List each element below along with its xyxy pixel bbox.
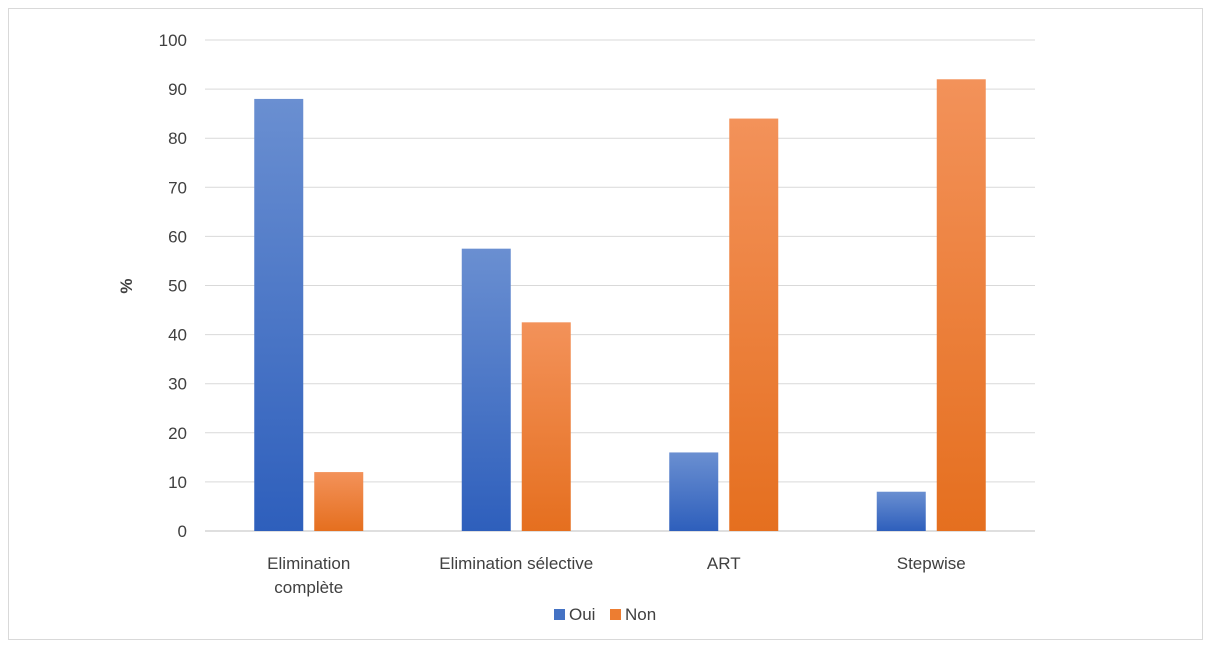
y-tick-label: 40 [168,326,187,345]
x-tick-label: ART [707,554,741,573]
legend-swatch-oui [554,609,565,620]
y-tick-label: 70 [168,178,187,197]
y-tick-label: 80 [168,129,187,148]
bar-non-1 [521,322,571,531]
gridlines [205,39,1035,532]
y-tick-label: 60 [168,227,187,246]
bar-non-2 [729,118,779,531]
x-axis-ticks: Elimination complète Elimination sélective… [267,554,966,597]
bar-non-3 [936,79,986,531]
y-tick-label: 90 [168,80,187,99]
x-tick-label: Elimination sélective [439,554,593,573]
legend-label-non: Non [625,605,656,624]
legend-swatch-non [610,609,621,620]
y-axis-ticks: 0 10 20 30 40 50 60 70 80 90 100 [159,31,187,541]
bar-oui-2 [669,452,719,531]
chart-frame [8,8,1203,640]
bars [254,79,986,532]
y-tick-label: 30 [168,375,187,394]
bar-non-0 [314,472,364,531]
y-tick-label: 10 [168,473,187,492]
bar-oui-3 [876,491,926,531]
x-tick-label: Elimination [267,554,350,573]
y-axis-title: % [117,278,136,293]
bar-oui-0 [254,98,304,532]
y-tick-label: 50 [168,277,187,296]
y-tick-label: 20 [168,424,187,443]
x-tick-label: complète [274,578,343,597]
bar-oui-1 [461,248,511,532]
y-tick-label: 100 [159,31,187,50]
legend: Oui Non [554,605,656,624]
legend-label-oui: Oui [569,605,595,624]
x-tick-label: Stepwise [897,554,966,573]
y-tick-label: 0 [178,522,187,541]
